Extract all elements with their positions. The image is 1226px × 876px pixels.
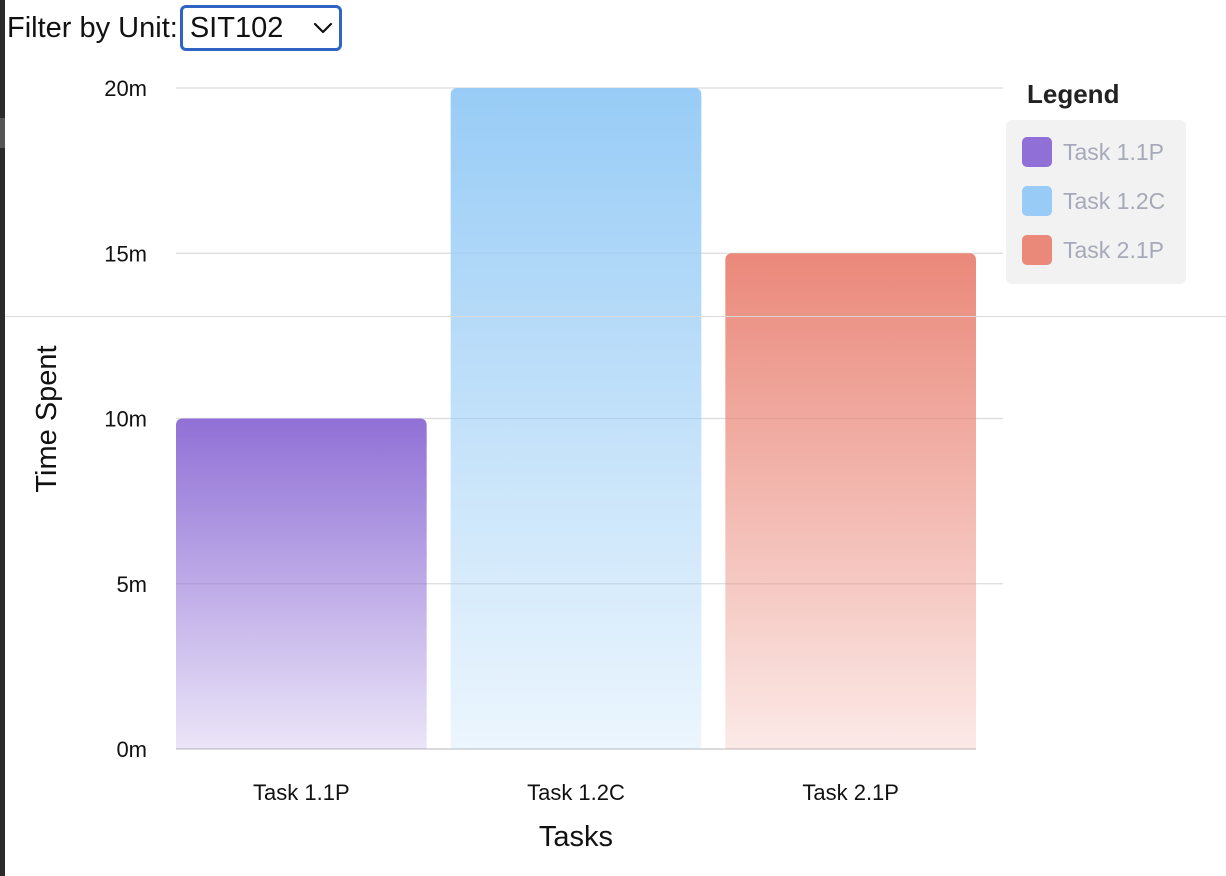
y-tick-label: 10m xyxy=(104,407,147,432)
y-tick-label: 0m xyxy=(116,737,147,762)
unit-select-value: SIT102 xyxy=(189,11,284,44)
legend-swatch xyxy=(1022,235,1052,265)
legend-label: Task 1.1P xyxy=(1063,139,1164,165)
legend-title: Legend xyxy=(1027,79,1119,109)
legend-label: Task 2.1P xyxy=(1063,237,1164,263)
legend-swatch xyxy=(1022,186,1052,216)
unit-select[interactable]: SIT102 xyxy=(179,5,342,51)
y-tick-label: 20m xyxy=(104,76,147,101)
bar-task-1-2c[interactable] xyxy=(450,88,702,749)
y-tick-label: 15m xyxy=(104,241,147,266)
window-edge xyxy=(0,0,5,876)
legend-item[interactable]: Task 2.1P xyxy=(1022,235,1164,265)
y-tick-label: 5m xyxy=(116,572,147,597)
legend-swatch xyxy=(1022,137,1052,167)
window-edge-mark xyxy=(0,118,5,148)
divider-line xyxy=(5,316,1226,317)
bars xyxy=(176,88,976,749)
x-tick-label: Task 1.1P xyxy=(253,780,350,805)
unit-filter: Filter by Unit: SIT102 xyxy=(7,5,342,51)
y-axis-title: Time Spent xyxy=(31,345,63,492)
bar-task-2-1p[interactable] xyxy=(725,253,976,749)
chevron-down-icon xyxy=(313,22,332,34)
filter-label: Filter by Unit: xyxy=(7,11,178,44)
bar-task-1-1p[interactable] xyxy=(176,418,427,750)
x-tick-label: Task 1.2C xyxy=(527,780,625,805)
y-axis-ticks: 0m 5m 10m 15m 20m xyxy=(104,76,147,762)
legend-label: Task 1.2C xyxy=(1063,188,1165,214)
x-axis-ticks: Task 1.1P Task 1.2C Task 2.1P xyxy=(253,780,899,805)
legend: Legend Task 1.1P Task 1.2C Task 2.1P xyxy=(1006,79,1186,284)
x-axis-title: Tasks xyxy=(539,821,613,853)
legend-item[interactable]: Task 1.1P xyxy=(1022,137,1164,167)
x-tick-label: Task 2.1P xyxy=(802,780,899,805)
legend-item[interactable]: Task 1.2C xyxy=(1022,186,1165,216)
